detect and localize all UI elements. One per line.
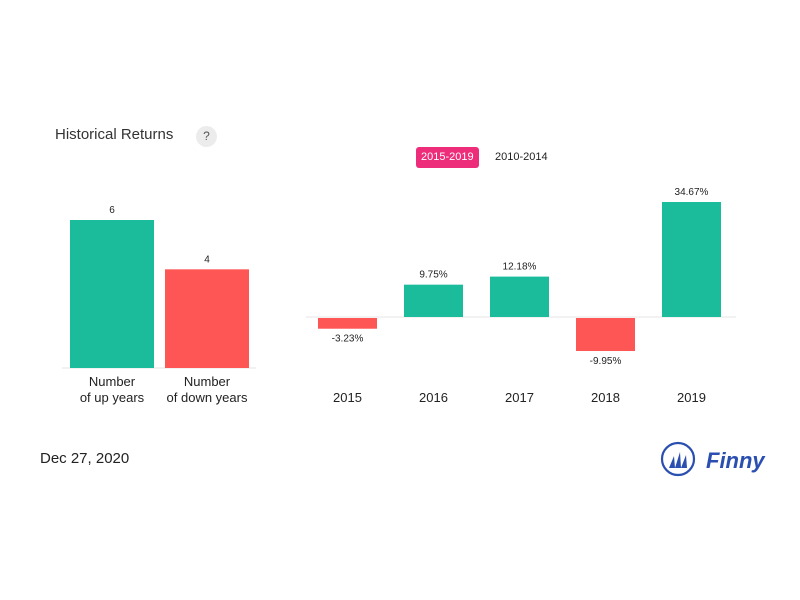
category-label-count-0-0: Number: [89, 374, 136, 389]
as-of-date: Dec 27, 2020: [40, 450, 130, 467]
value-label-2016: 9.75%: [419, 270, 447, 281]
category-label-count-1-0: Number: [184, 374, 231, 389]
svg-text:Finny: Finny: [706, 448, 766, 473]
bar-count-0: [70, 220, 154, 368]
value-label-2019: 34.67%: [675, 187, 709, 198]
year-label-2018: 2018: [591, 390, 620, 405]
page-title: Historical Returns: [55, 126, 174, 143]
value-label-2017: 12.18%: [503, 262, 537, 273]
help-icon[interactable]: ?: [196, 126, 217, 147]
finny-logo: Finny: [660, 441, 766, 477]
year-label-2015: 2015: [333, 390, 362, 405]
bar-2015: [318, 318, 377, 329]
value-label-2018: -9.95%: [590, 356, 622, 367]
value-label-count-1: 4: [204, 254, 210, 265]
bar-2016: [404, 284, 463, 317]
tab-2015-2019[interactable]: 2015-2019: [416, 147, 479, 168]
bar-2019: [662, 202, 721, 317]
bar-count-1: [165, 269, 249, 368]
tab-2010-2014[interactable]: 2010-2014: [495, 151, 548, 163]
category-label-count-0-1: of up years: [80, 390, 145, 405]
annual-returns-chart: -3.23% 2015 9.75% 2016 12.18% 2017 -9.95% 2018 3…: [306, 187, 736, 405]
category-label-count-1-1: of down years: [167, 390, 248, 405]
value-label-2015: -3.23%: [332, 334, 364, 345]
year-label-2019: 2019: [677, 390, 706, 405]
bar-2017: [490, 276, 549, 317]
value-label-count-0: 6: [109, 205, 115, 216]
year-label-2017: 2017: [505, 390, 534, 405]
bar-2018: [576, 318, 635, 352]
year-label-2016: 2016: [419, 390, 448, 405]
